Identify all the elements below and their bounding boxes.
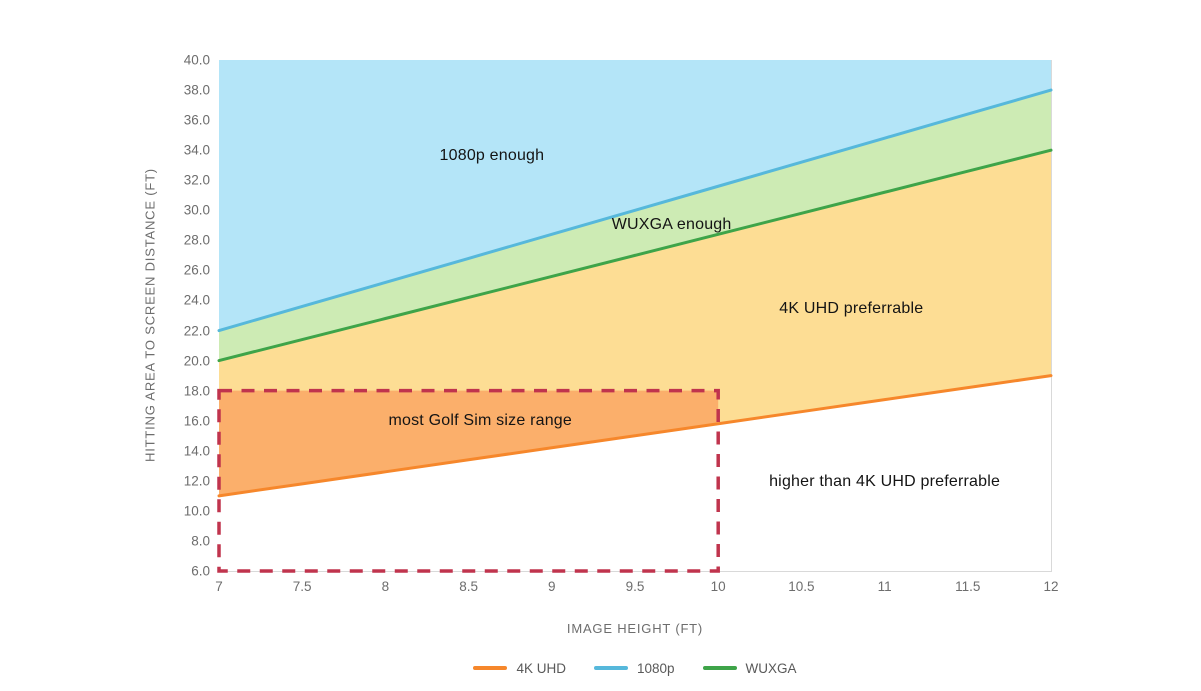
x-tick-label: 11.5 [955, 579, 981, 594]
x-tick-label: 8 [381, 579, 390, 594]
x-tick-label: 8.5 [459, 579, 478, 594]
y-tick-label: 32.0 [183, 172, 210, 188]
x-tick-label: 11 [877, 579, 892, 594]
chart-svg [217, 60, 1053, 573]
y-tick-label: 28.0 [183, 232, 210, 248]
y-tick-label: 10.0 [183, 503, 210, 519]
y-tick-label: 20.0 [183, 353, 210, 369]
legend-swatch-wuxga [702, 666, 737, 670]
y-tick-label: 36.0 [183, 112, 210, 128]
y-tick-label: 14.0 [183, 443, 210, 459]
golf-sim-range-box [217, 388, 720, 573]
y-tick-label: 40.0 [183, 52, 210, 68]
y-axis-ticks: 40.0 38.0 36.0 34.0 32.0 30.0 28.0 26.0 24.0 22.0… [0, 53, 210, 579]
region-most-golf-sim-size-range [219, 390, 719, 496]
x-tick-label: 12 [1043, 579, 1059, 594]
y-tick-label: 22.0 [183, 323, 210, 339]
legend-swatch-4k-uhd [473, 666, 508, 670]
x-axis-title: IMAGE HEIGHT (FT) [566, 621, 704, 636]
y-tick-label: 18.0 [183, 383, 210, 399]
y-tick-label: 26.0 [183, 262, 210, 278]
x-tick-label: 7.5 [292, 579, 312, 594]
y-tick-label: 30.0 [183, 202, 210, 218]
x-tick-label: 9.5 [625, 579, 645, 594]
legend-label: 4K UHD [516, 660, 566, 676]
series-line-wuxga [217, 148, 1053, 363]
legend-item-4k-uhd: 4K UHD [473, 661, 566, 676]
y-tick-label: 38.0 [183, 82, 210, 98]
y-tick-label: 34.0 [183, 142, 210, 158]
x-tick-label: 10 [710, 579, 726, 594]
legend-label: 1080p [636, 660, 675, 676]
y-tick-label: 8.0 [191, 533, 210, 549]
x-axis-ticks: 7 7.5 8 8.5 9 9.5 10 10.5 11 11.5 12 [215, 579, 1058, 599]
legend-label: WUXGA [745, 660, 797, 676]
region-1080p-enough [219, 60, 1051, 331]
x-tick-label: 10.5 [788, 579, 815, 594]
x-tick-label: 7 [215, 579, 223, 594]
legend: 4K UHD 1080p WUXGA [219, 658, 1051, 678]
y-tick-label: 12.0 [183, 473, 210, 489]
y-tick-label: 24.0 [183, 292, 210, 308]
y-tick-label: 6.0 [191, 563, 210, 579]
legend-swatch-1080p [593, 666, 628, 670]
plot-area: 1080p enough WUXGA enough 4K UHD preferrab… [217, 60, 1053, 573]
y-tick-label: 16.0 [183, 413, 210, 429]
x-tick-label: 9 [548, 579, 556, 594]
series-line-1080p [217, 88, 1053, 333]
region-wuxga-enough [219, 90, 1051, 361]
legend-item-1080p: 1080p [593, 660, 675, 676]
legend-item-wuxga: WUXGA [702, 660, 797, 676]
series-line-4k-uhd [217, 374, 1053, 498]
